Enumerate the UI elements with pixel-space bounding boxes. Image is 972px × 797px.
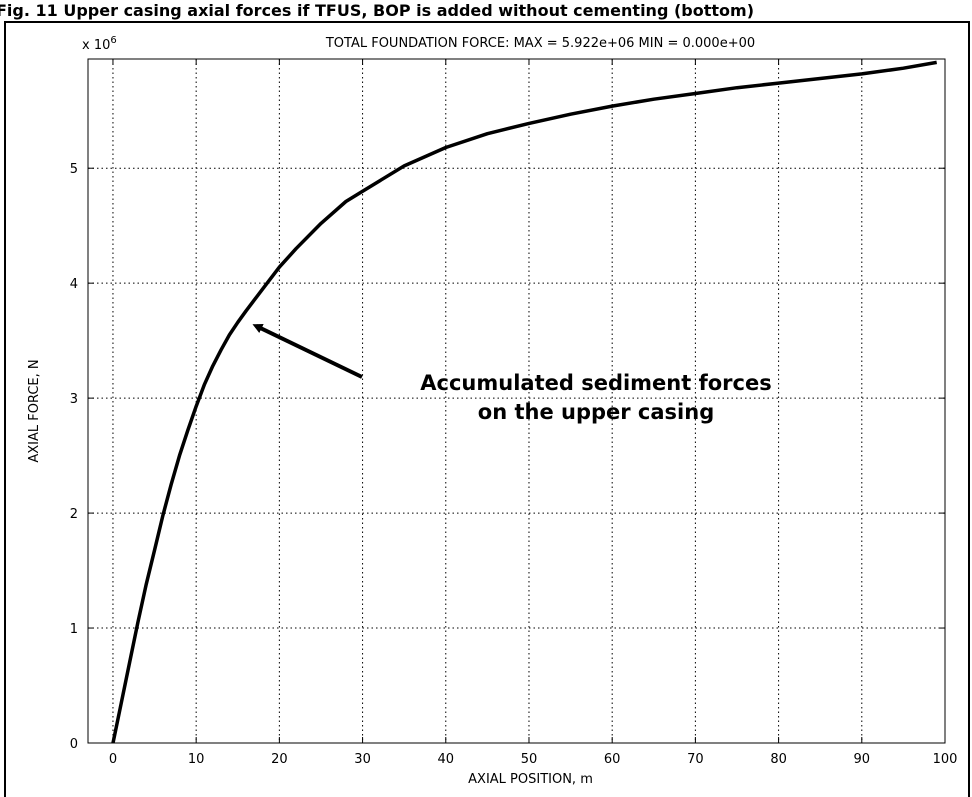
annotation-line-1: Accumulated sediment forces xyxy=(420,371,771,395)
y-tick-label: 5 xyxy=(70,162,78,177)
x-tick-label: 20 xyxy=(271,752,288,767)
x-tick-label: 70 xyxy=(687,752,704,767)
figure-frame xyxy=(4,21,970,797)
y-axis-label: AXIAL FORCE, N xyxy=(27,359,42,462)
x-tick-label: 50 xyxy=(521,752,538,767)
chart-title: TOTAL FOUNDATION FORCE: MAX = 5.922e+06 … xyxy=(325,36,755,51)
x-tick-label: 0 xyxy=(109,752,117,767)
x-tick-label: 10 xyxy=(188,752,205,767)
series-line xyxy=(111,60,938,744)
y-multiplier-label: x 106 xyxy=(82,35,117,53)
y-multiplier-base: x 10 xyxy=(82,38,110,53)
annotation-arrow xyxy=(252,324,363,379)
x-tick-label: 80 xyxy=(770,752,787,767)
y-tick-label: 4 xyxy=(70,277,78,292)
plot-area xyxy=(87,58,946,744)
y-tick-label: 0 xyxy=(70,737,78,752)
x-tick-label: 60 xyxy=(604,752,621,767)
y-tick-label: 2 xyxy=(70,507,78,522)
x-tick-label: 100 xyxy=(933,752,958,767)
figure-caption: Fig. 11 Upper casing axial forces if TFU… xyxy=(0,1,754,20)
x-tick-label: 90 xyxy=(854,752,871,767)
x-axis: 0 10 20 30 40 50 60 70 80 90 100 xyxy=(109,59,958,767)
y-tick-label: 1 xyxy=(70,622,78,637)
y-tick-label: 3 xyxy=(70,392,78,407)
y-axis: 0 1 2 3 4 5 xyxy=(70,162,945,752)
x-tick-label: 40 xyxy=(438,752,455,767)
x-axis-label: AXIAL POSITION, m xyxy=(468,772,593,787)
x-tick-label: 30 xyxy=(354,752,371,767)
annotation-line-2: on the upper casing xyxy=(478,400,714,424)
y-multiplier-exponent: 6 xyxy=(110,35,116,46)
